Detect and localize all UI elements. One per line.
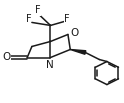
Text: N: N: [46, 60, 54, 70]
Polygon shape: [70, 50, 86, 54]
Text: F: F: [64, 14, 70, 24]
Text: F: F: [35, 5, 41, 15]
Text: O: O: [2, 52, 10, 62]
Text: F: F: [26, 14, 31, 24]
Text: O: O: [71, 28, 79, 38]
